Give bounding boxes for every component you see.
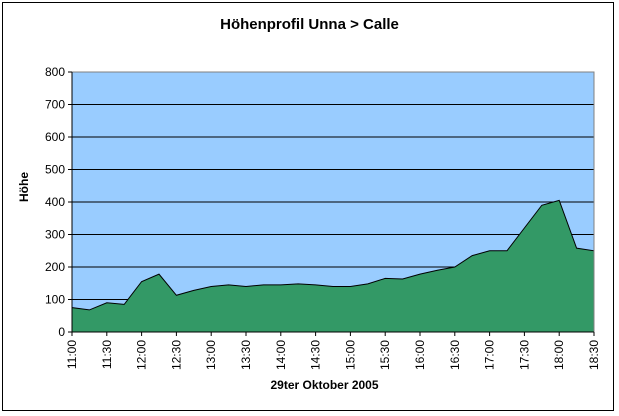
data-point <box>315 284 316 285</box>
y-tick-label: 400 <box>45 195 65 209</box>
x-tick-label: 17:00 <box>483 340 497 370</box>
data-point <box>507 250 508 251</box>
x-tick-label: 14:00 <box>274 340 288 370</box>
data-point <box>350 286 351 287</box>
x-tick-label: 15:00 <box>343 340 357 370</box>
data-point <box>193 290 194 291</box>
x-tick-label: 17:30 <box>517 340 531 370</box>
y-tick-label: 600 <box>45 130 65 144</box>
data-point <box>298 283 299 284</box>
data-point <box>333 286 334 287</box>
data-point <box>106 302 107 303</box>
y-tick-label: 300 <box>45 228 65 242</box>
data-point <box>437 270 438 271</box>
data-point <box>524 228 525 229</box>
y-tick-label: 200 <box>45 260 65 274</box>
data-point <box>263 284 264 285</box>
data-point <box>228 284 229 285</box>
x-tick-label: 11:00 <box>65 340 79 369</box>
data-point <box>280 284 281 285</box>
x-tick-label: 13:00 <box>204 340 218 370</box>
y-tick-label: 500 <box>45 163 65 177</box>
data-point <box>454 267 455 268</box>
x-tick-label: 15:30 <box>378 340 392 370</box>
chart-title: Höhenprofil Unna > Calle <box>220 16 399 33</box>
x-tick-label: 12:30 <box>169 340 183 370</box>
x-tick-label: 16:00 <box>413 340 427 370</box>
data-point <box>472 255 473 256</box>
data-point <box>541 205 542 206</box>
x-tick-label: 18:30 <box>587 340 601 370</box>
data-point <box>385 278 386 279</box>
data-point <box>246 286 247 287</box>
y-tick-label: 100 <box>45 293 65 307</box>
data-point <box>89 309 90 310</box>
data-point <box>211 286 212 287</box>
y-tick-label: 800 <box>45 65 65 79</box>
x-tick-label: 16:30 <box>448 340 462 370</box>
data-point <box>576 248 577 249</box>
data-point <box>420 274 421 275</box>
data-point <box>159 274 160 275</box>
x-tick-label: 13:30 <box>239 340 253 370</box>
data-point <box>176 295 177 296</box>
data-point <box>402 279 403 280</box>
x-tick-label: 12:00 <box>135 340 149 370</box>
y-tick-label: 700 <box>45 98 65 112</box>
x-tick-label: 11:30 <box>100 340 114 369</box>
data-point <box>141 281 142 282</box>
data-point <box>367 283 368 284</box>
x-tick-label: 14:30 <box>309 340 323 370</box>
data-point <box>559 200 560 201</box>
y-tick-label: 0 <box>58 325 65 339</box>
elevation-area <box>71 199 595 333</box>
x-tick-label: 18:00 <box>552 340 566 370</box>
data-point <box>124 304 125 305</box>
x-axis-label: 29ter Oktober 2005 <box>270 378 379 392</box>
data-point <box>489 250 490 251</box>
